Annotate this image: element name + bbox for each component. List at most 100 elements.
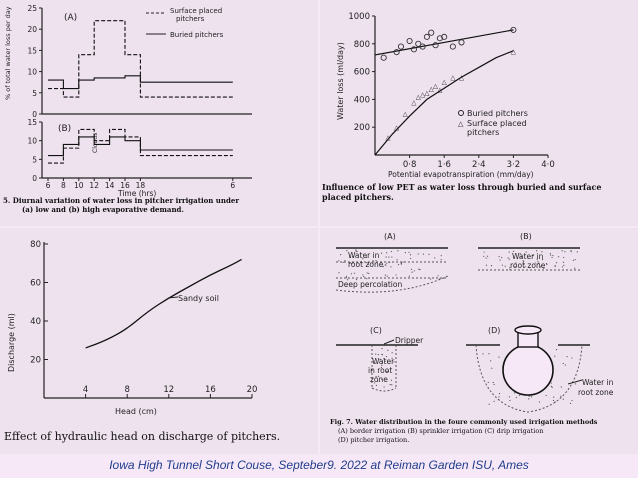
soil-dot [386, 252, 388, 254]
d4d-pitcher-body [502, 344, 554, 396]
d4-label-a: (A) [384, 232, 396, 241]
soil-dot [570, 251, 572, 253]
soil-dot [381, 364, 383, 366]
c2-legend-surface-2: pitchers [467, 128, 499, 137]
soil-dot [520, 256, 522, 258]
soil-dot [345, 275, 348, 277]
soil-dot [498, 392, 501, 395]
c2-ytick-label: 200 [354, 123, 370, 133]
soil-dot [493, 383, 495, 386]
soil-dot [409, 254, 412, 256]
soil-dot [352, 256, 354, 258]
c1-legend-buried: Buried pitchers [170, 31, 224, 39]
c1-caption-line1: 5. Diurnal variation of water loss in pi… [3, 196, 239, 205]
soil-dot [564, 364, 566, 366]
soil-dot [553, 396, 555, 398]
soil-dot [401, 261, 403, 263]
soil-dot [397, 264, 400, 266]
c2-point-buried [436, 35, 443, 42]
soil-dot [397, 250, 399, 252]
soil-dot [498, 396, 500, 398]
soil-dot [482, 353, 484, 355]
c3-annotation-sandy: Sandy soil [178, 294, 219, 303]
c1-caption-line2: (a) low and (b) high evaporative demand. [22, 205, 184, 214]
c1-legend-surface-2: pitchers [176, 15, 205, 23]
c1-series-line [48, 136, 233, 157]
soil-dot [483, 251, 485, 253]
c3-xtick-label: 8 [124, 385, 129, 395]
c2-point-surface: △ [511, 47, 516, 55]
soil-dot [488, 353, 490, 355]
c2-xtick-label: 3·2 [507, 160, 521, 170]
d4d-label-water-1: Water in [582, 378, 614, 387]
soil-dot [536, 250, 538, 252]
soil-dot [574, 259, 576, 261]
soil-dot [383, 386, 385, 388]
soil-dot [562, 362, 564, 365]
soil-dot [542, 258, 544, 261]
soil-dot [558, 256, 560, 258]
soil-dot [383, 357, 385, 360]
soil-dot [409, 257, 412, 260]
c2-point-surface: △ [416, 93, 421, 101]
soil-dot [430, 278, 432, 280]
soil-dot [485, 257, 487, 259]
d4-label-b: (B) [520, 232, 532, 241]
c2-point-buried [428, 29, 435, 36]
c3-ytick-label: 80 [30, 240, 41, 250]
c2-legend-surface-1: Surface placed [467, 119, 527, 128]
c3-ytick-label: 20 [30, 356, 41, 366]
diagram-water-distribution: (A) (B) (C) (D) Water in root zone Deep … [330, 232, 614, 444]
c3-xlabel: Head (cm) [115, 407, 157, 416]
c3-ytick-label: 60 [30, 279, 41, 289]
soil-dot [550, 385, 553, 387]
c3-xtick-label: 12 [163, 385, 174, 395]
c1-ytick-label: 5 [32, 155, 37, 164]
soil-dot [418, 268, 420, 270]
soil-dot [381, 348, 383, 350]
soil-dot [536, 258, 538, 260]
soil-dot [375, 384, 378, 386]
c3-xtick-label: 20 [247, 385, 258, 395]
soil-dot [363, 275, 365, 278]
soil-dot [570, 250, 572, 252]
soil-dot [550, 382, 552, 384]
soil-dot [574, 267, 576, 269]
c2-xtick-label: 4·0 [541, 160, 555, 170]
d4d-water-leader [567, 379, 583, 385]
soil-dot [381, 354, 384, 356]
soil-dot [396, 259, 398, 261]
soil-dot [576, 251, 578, 253]
soil-dot [501, 256, 503, 259]
soil-dot [534, 262, 536, 264]
soil-dot [388, 256, 390, 258]
soil-dot [408, 275, 410, 277]
soil-dot [379, 358, 381, 360]
soil-dot [344, 260, 346, 262]
c2-point-buried [380, 54, 387, 61]
d4c-soil-dots [373, 348, 395, 388]
soil-dot [389, 384, 391, 386]
c3-xtick-label: 16 [205, 385, 216, 395]
soil-dot [375, 376, 377, 378]
soil-dot [346, 277, 348, 279]
soil-dot [386, 370, 388, 373]
soil-dot [538, 401, 541, 403]
d4-caption-line1: Fig. 7. Water distribution in the foure … [330, 418, 598, 426]
soil-dot [350, 262, 352, 264]
soil-dot [507, 257, 509, 259]
soil-dot [346, 250, 348, 252]
soil-dot [486, 255, 489, 257]
soil-dot [380, 252, 383, 254]
soil-dot [560, 395, 562, 397]
soil-dot [391, 384, 393, 386]
soil-dot [391, 352, 393, 354]
soil-dot [366, 272, 368, 274]
soil-dot [549, 252, 551, 255]
soil-dot [362, 274, 364, 276]
soil-dot [488, 403, 490, 405]
soil-dot [551, 256, 553, 259]
c3-caption: Effect of hydraulic head on discharge of… [4, 430, 280, 443]
soil-dot [554, 355, 556, 357]
